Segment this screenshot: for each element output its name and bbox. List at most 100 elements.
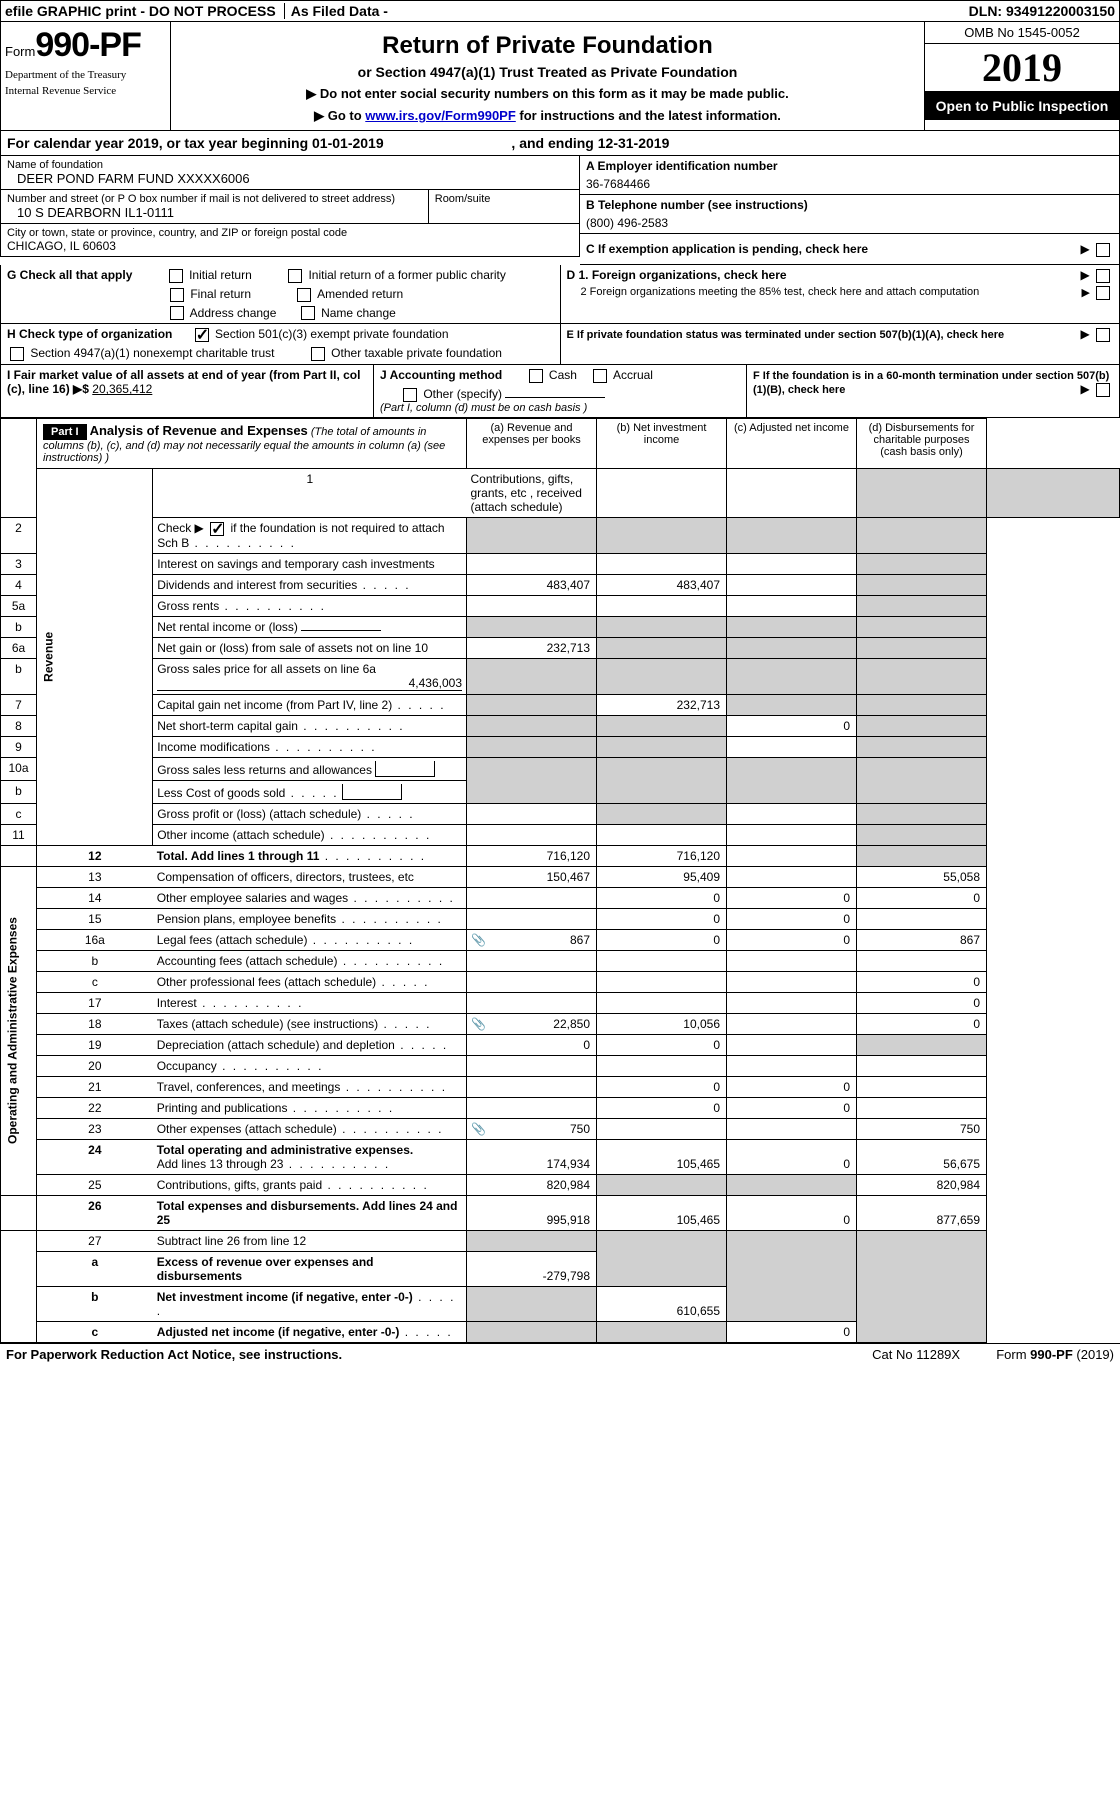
room-cell: Room/suite xyxy=(429,190,580,224)
telephone-cell: B Telephone number (see instructions) (8… xyxy=(580,195,1120,234)
row-27b: bNet investment income (if negative, ent… xyxy=(1,1286,1120,1321)
row-20: 20Occupancy xyxy=(1,1055,1120,1076)
dept-irs: Internal Revenue Service xyxy=(5,85,166,97)
attach-icon[interactable]: 📎 xyxy=(471,1017,486,1031)
row-6a: 6aNet gain or (loss) from sale of assets… xyxy=(1,637,1120,658)
dept-treasury: Department of the Treasury xyxy=(5,69,166,81)
section-h-e: H Check type of organization Section 501… xyxy=(0,324,1120,365)
row-23: 23Other expenses (attach schedule)📎75075… xyxy=(1,1118,1120,1139)
header-center: Return of Private Foundation or Section … xyxy=(171,22,924,130)
form-header: Form990-PF Department of the Treasury In… xyxy=(0,22,1120,131)
row-27a: aExcess of revenue over expenses and dis… xyxy=(1,1251,1120,1286)
efile-text: efile GRAPHIC print - DO NOT PROCESS xyxy=(5,3,276,19)
chk-e[interactable] xyxy=(1096,328,1110,342)
section-d: D 1. Foreign organizations, check here ▶… xyxy=(561,265,1120,324)
name-cell: Name of foundation DEER POND FARM FUND X… xyxy=(0,156,580,190)
row-4: 4Dividends and interest from securities4… xyxy=(1,574,1120,595)
dln: DLN: 93491220003150 xyxy=(969,3,1115,19)
page-footer: For Paperwork Reduction Act Notice, see … xyxy=(0,1343,1120,1365)
row-16a: 16aLegal fees (attach schedule)📎86700867 xyxy=(1,929,1120,950)
chk-final-return[interactable] xyxy=(170,288,184,302)
row-15: 15Pension plans, employee benefits00 xyxy=(1,908,1120,929)
cat-no: Cat No 11289X xyxy=(872,1347,960,1362)
col-a-header: (a) Revenue and expenses per books xyxy=(467,418,597,468)
section-i-j-f: I Fair market value of all assets at end… xyxy=(0,365,1120,418)
header-left: Form990-PF Department of the Treasury In… xyxy=(1,22,171,130)
header-right: OMB No 1545-0052 2019 Open to Public Ins… xyxy=(924,22,1119,130)
chk-initial-former[interactable] xyxy=(288,269,302,283)
instructions-link[interactable]: www.irs.gov/Form990PF xyxy=(365,108,516,123)
section-g: G Check all that apply Initial return In… xyxy=(0,265,561,324)
identification-grid: Name of foundation DEER POND FARM FUND X… xyxy=(0,156,1120,265)
row-16b: bAccounting fees (attach schedule) xyxy=(1,950,1120,971)
row-9: 9Income modifications xyxy=(1,736,1120,757)
section-i: I Fair market value of all assets at end… xyxy=(0,365,374,418)
row-2: 2Check ▶ if the foundation is not requir… xyxy=(1,517,1120,553)
chk-d2[interactable] xyxy=(1096,286,1110,300)
chk-cash[interactable] xyxy=(529,369,543,383)
row-1: Revenue 1Contributions, gifts, grants, e… xyxy=(1,468,1120,517)
chk-other-method[interactable] xyxy=(403,388,417,402)
chk-4947a1[interactable] xyxy=(10,347,24,361)
ein-cell: A Employer identification number 36-7684… xyxy=(580,156,1120,195)
chk-initial-return[interactable] xyxy=(169,269,183,283)
row-16c: cOther professional fees (attach schedul… xyxy=(1,971,1120,992)
form-number: 990-PF xyxy=(35,26,141,64)
row-5b: bNet rental income or (loss) xyxy=(1,616,1120,637)
row-18: 18Taxes (attach schedule) (see instructi… xyxy=(1,1013,1120,1034)
chk-name-change[interactable] xyxy=(301,306,315,320)
row-22: 22Printing and publications00 xyxy=(1,1097,1120,1118)
part-1-label: Part I xyxy=(43,424,87,440)
form-title: Return of Private Foundation xyxy=(177,32,918,60)
section-f: F If the foundation is in a 60-month ter… xyxy=(747,365,1120,418)
chk-d1[interactable] xyxy=(1096,269,1110,283)
city-cell: City or town, state or province, country… xyxy=(0,224,580,257)
section-e: E If private foundation status was termi… xyxy=(561,324,1120,365)
chk-f[interactable] xyxy=(1096,383,1110,397)
chk-accrual[interactable] xyxy=(593,369,607,383)
form-subtitle: or Section 4947(a)(1) Trust Treated as P… xyxy=(177,64,918,80)
row-13: Operating and Administrative Expenses 13… xyxy=(1,866,1120,887)
section-g-d: G Check all that apply Initial return In… xyxy=(0,265,1120,324)
row-19: 19Depreciation (attach schedule) and dep… xyxy=(1,1034,1120,1055)
col-c-header: (c) Adjusted net income xyxy=(727,418,857,468)
form-prefix: Form xyxy=(5,44,35,59)
col-d-header: (d) Disbursements for charitable purpose… xyxy=(857,418,987,468)
row-27: 27Subtract line 26 from line 12 xyxy=(1,1230,1120,1251)
chk-other-taxable[interactable] xyxy=(311,347,325,361)
chk-501c3[interactable] xyxy=(195,328,209,342)
row-27c: cAdjusted net income (if negative, enter… xyxy=(1,1321,1120,1342)
chk-sch-b[interactable] xyxy=(210,522,224,536)
attach-icon[interactable]: 📎 xyxy=(471,1122,486,1136)
address-cell: Number and street (or P O box number if … xyxy=(0,190,429,224)
calendar-year-row: For calendar year 2019, or tax year begi… xyxy=(0,131,1120,156)
chk-address-change[interactable] xyxy=(170,306,184,320)
expenses-label: Operating and Administrative Expenses xyxy=(1,866,37,1195)
row-17: 17Interest0 xyxy=(1,992,1120,1013)
attach-icon[interactable]: 📎 xyxy=(471,933,486,947)
row-25: 25Contributions, gifts, grants paid820,9… xyxy=(1,1174,1120,1195)
exemption-pending-cell: C If exemption application is pending, c… xyxy=(580,234,1120,265)
row-5a: 5aGross rents xyxy=(1,595,1120,616)
omb-number: OMB No 1545-0052 xyxy=(925,22,1119,44)
row-10c: cGross profit or (loss) (attach schedule… xyxy=(1,803,1120,824)
topbar: efile GRAPHIC print - DO NOT PROCESS As … xyxy=(0,0,1120,22)
instr-1: ▶ Do not enter social security numbers o… xyxy=(177,86,918,102)
checkbox-c[interactable] xyxy=(1096,243,1110,257)
tax-year: 2019 xyxy=(925,44,1119,92)
chk-amended-return[interactable] xyxy=(297,288,311,302)
part-1-table: Part I Analysis of Revenue and Expenses … xyxy=(0,418,1120,1343)
asfiled-text: As Filed Data - xyxy=(284,3,388,19)
section-h: H Check type of organization Section 501… xyxy=(0,324,561,365)
row-3: 3Interest on savings and temporary cash … xyxy=(1,553,1120,574)
row-6b: bGross sales price for all assets on lin… xyxy=(1,658,1120,694)
col-b-header: (b) Net investment income xyxy=(597,418,727,468)
row-8: 8Net short-term capital gain0 xyxy=(1,715,1120,736)
paperwork-notice: For Paperwork Reduction Act Notice, see … xyxy=(6,1347,342,1362)
row-7: 7Capital gain net income (from Part IV, … xyxy=(1,694,1120,715)
instr-2: ▶ Go to www.irs.gov/Form990PF for instru… xyxy=(177,108,918,124)
row-14: 14Other employee salaries and wages000 xyxy=(1,887,1120,908)
revenue-label: Revenue xyxy=(37,468,153,845)
row-26: 26Total expenses and disbursements. Add … xyxy=(1,1195,1120,1230)
row-24: 24Total operating and administrative exp… xyxy=(1,1139,1120,1174)
